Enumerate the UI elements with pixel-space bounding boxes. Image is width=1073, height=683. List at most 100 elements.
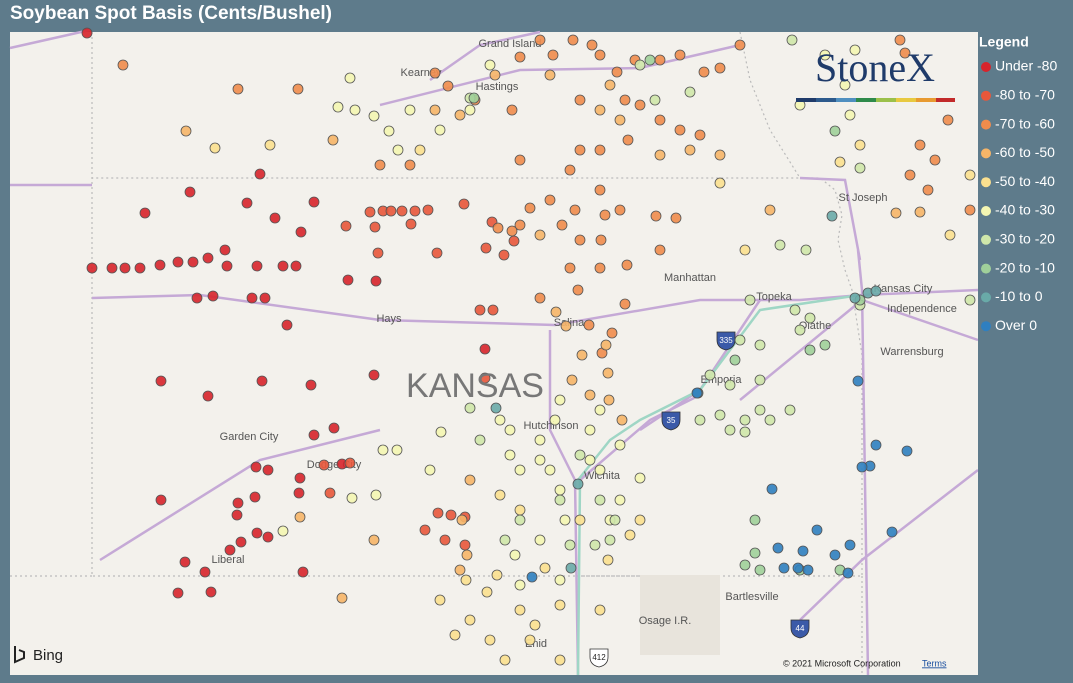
map-marker xyxy=(564,164,576,176)
map-marker xyxy=(754,564,766,576)
map-marker xyxy=(602,367,614,379)
map-marker xyxy=(442,80,454,92)
map-marker xyxy=(547,49,559,61)
shield-number: 35 xyxy=(667,416,676,425)
legend-label: -20 to -10 xyxy=(995,259,1055,275)
map-marker xyxy=(704,369,716,381)
map-marker xyxy=(964,169,976,181)
map-marker xyxy=(616,414,628,426)
map-marker xyxy=(308,196,320,208)
map-marker xyxy=(499,654,511,666)
legend-label: Under -80 xyxy=(995,58,1057,74)
map-marker xyxy=(368,369,380,381)
map-marker xyxy=(594,144,606,156)
map-marker xyxy=(269,212,281,224)
map-marker xyxy=(139,207,151,219)
map-marker xyxy=(734,39,746,51)
map-marker xyxy=(277,260,289,272)
legend-label: -80 to -70 xyxy=(995,87,1055,103)
map-marker xyxy=(534,534,546,546)
city-label: Hutchinson xyxy=(523,420,578,432)
map-marker xyxy=(714,149,726,161)
map-marker xyxy=(514,51,526,63)
map-marker xyxy=(572,284,584,296)
city-label: Warrensburg xyxy=(880,346,943,358)
highway-shield: 412 xyxy=(589,648,609,668)
legend-panel xyxy=(978,32,1073,683)
shield-shape xyxy=(790,619,810,639)
map-marker xyxy=(829,549,841,561)
map-marker xyxy=(494,414,506,426)
map-marker xyxy=(614,494,626,506)
map-marker xyxy=(565,562,577,574)
map-marker xyxy=(772,542,784,554)
map-marker xyxy=(774,239,786,251)
map-marker xyxy=(396,205,408,217)
highway-shield: 35 xyxy=(661,411,681,431)
map-marker xyxy=(574,449,586,461)
legend-swatch xyxy=(981,206,991,216)
map-marker xyxy=(792,562,804,574)
map-marker xyxy=(414,144,426,156)
map-marker xyxy=(526,571,538,583)
city-label: Independence xyxy=(887,303,957,315)
map-marker xyxy=(155,494,167,506)
map-marker xyxy=(209,142,221,154)
map-marker xyxy=(346,492,358,504)
map-marker xyxy=(434,124,446,136)
logo-bar xyxy=(796,98,955,102)
map-marker xyxy=(534,229,546,241)
map-marker xyxy=(600,339,612,351)
map-marker xyxy=(544,69,556,81)
map-marker xyxy=(583,319,595,331)
shield-number: 44 xyxy=(796,624,805,633)
map-marker xyxy=(611,66,623,78)
map-marker xyxy=(749,514,761,526)
map-marker xyxy=(294,472,306,484)
map-marker xyxy=(494,489,506,501)
map-marker xyxy=(468,92,480,104)
map-marker xyxy=(86,262,98,274)
map-marker xyxy=(842,567,854,579)
terms-link[interactable]: Terms xyxy=(922,658,947,668)
shield-number: 412 xyxy=(592,653,606,662)
map-marker xyxy=(714,177,726,189)
map-marker xyxy=(429,67,441,79)
map-marker xyxy=(464,402,476,414)
map-marker xyxy=(342,274,354,286)
legend-swatch xyxy=(981,119,991,130)
map-marker xyxy=(484,634,496,646)
map-marker xyxy=(650,210,662,222)
map-marker xyxy=(574,94,586,106)
map-marker xyxy=(549,414,561,426)
map-marker xyxy=(259,292,271,304)
map-marker xyxy=(694,414,706,426)
map-marker xyxy=(524,634,536,646)
map-marker xyxy=(544,194,556,206)
map-marker xyxy=(534,454,546,466)
map-marker xyxy=(492,222,504,234)
map-marker xyxy=(405,218,417,230)
map-marker xyxy=(584,454,596,466)
map-marker xyxy=(819,339,831,351)
map-marker xyxy=(849,292,861,304)
map-marker xyxy=(154,259,166,271)
map-marker xyxy=(369,221,381,233)
map-marker xyxy=(764,204,776,216)
map-marker xyxy=(789,304,801,316)
map-marker xyxy=(839,79,851,91)
map-marker xyxy=(232,497,244,509)
map-marker xyxy=(370,489,382,501)
map-marker xyxy=(458,198,470,210)
map-marker xyxy=(391,444,403,456)
highway-shield: 44 xyxy=(790,619,810,639)
map-marker xyxy=(574,234,586,246)
map-marker xyxy=(404,104,416,116)
map-marker xyxy=(504,449,516,461)
map-marker xyxy=(429,104,441,116)
map-marker xyxy=(224,544,236,556)
map-marker xyxy=(786,34,798,46)
map-marker xyxy=(739,414,751,426)
legend-title: Legend xyxy=(979,34,1029,50)
map-marker xyxy=(262,531,274,543)
